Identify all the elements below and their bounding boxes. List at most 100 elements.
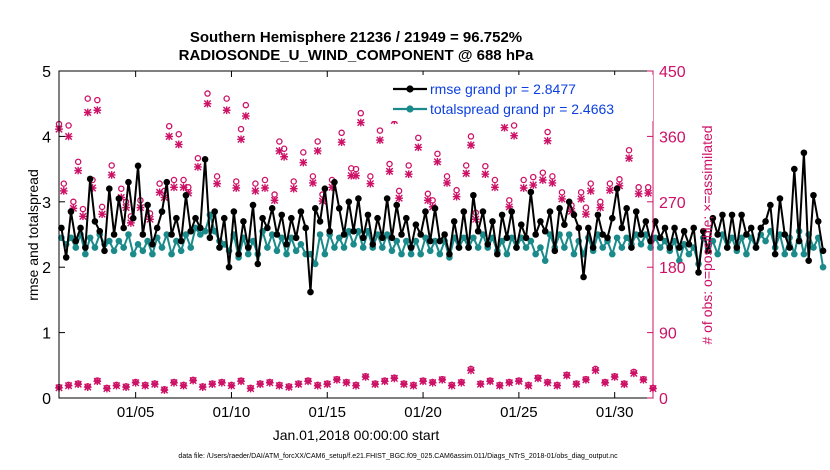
obs-possible-point (309, 173, 317, 180)
spread-point (498, 237, 506, 245)
spread-point (264, 244, 271, 251)
spread-point (728, 234, 736, 242)
obs-assimilated-point (505, 203, 514, 211)
spread-point (541, 257, 549, 264)
rmse-point (388, 234, 396, 242)
spread-point (177, 247, 185, 255)
spread-point (244, 250, 252, 258)
rmse-point (139, 231, 147, 238)
rmse-point (561, 221, 568, 228)
rmse-point (757, 224, 765, 232)
rmse-point (67, 208, 75, 215)
rmse-point (513, 244, 520, 251)
spread-point (398, 250, 405, 258)
obs-assimilated-point (610, 373, 619, 381)
obs-assimilated-point (491, 183, 499, 192)
obs-assimilated-point (476, 380, 485, 389)
rmse-point (680, 227, 688, 235)
obs-assimilated-point (256, 380, 265, 389)
obs-possible-point (357, 109, 365, 117)
x-tick-label: 01/05 (117, 404, 155, 421)
rmse-point (264, 224, 271, 232)
rmse-point (225, 263, 233, 271)
rmse-point (201, 155, 209, 163)
obs-assimilated-point (232, 184, 241, 192)
spread-point (359, 244, 367, 251)
obs-assimilated-point (179, 381, 188, 390)
rmse-point (168, 231, 175, 238)
rmse-point (134, 162, 142, 170)
spread-point (556, 231, 563, 238)
spread-point (417, 250, 424, 258)
rmse-point (446, 250, 453, 258)
spread-point (182, 231, 190, 238)
spread-point (436, 250, 444, 258)
obs-assimilated-point (294, 380, 303, 389)
spread-point (379, 244, 386, 251)
spread-point (311, 260, 319, 268)
rmse-point (288, 214, 295, 222)
obs-assimilated-point (352, 381, 360, 390)
obs-assimilated-point (371, 380, 380, 389)
spread-point (129, 250, 137, 258)
obs-assimilated-point (586, 187, 595, 195)
rmse-point (589, 244, 597, 251)
rmse-point (431, 205, 439, 212)
chart-subtitle: RADIOSONDE_U_WIND_COMPONENT @ 688 hPa (179, 47, 534, 64)
obs-assimilated-point (237, 377, 245, 386)
obs-assimilated-point (385, 167, 394, 176)
obs-possible-point (367, 173, 374, 180)
obs-assimilated-point (591, 366, 600, 375)
obs-assimilated-point (165, 132, 174, 141)
rmse-point (618, 224, 626, 232)
spread-point (115, 237, 123, 245)
spread-point (187, 244, 195, 251)
rmse-point (192, 214, 199, 222)
obs-assimilated-point (467, 366, 475, 375)
rmse-point (685, 241, 693, 248)
obs-assimilated-point (380, 377, 389, 386)
rmse-point (527, 188, 535, 196)
obs-assimilated-point (467, 141, 475, 149)
obs-assimilated-point (332, 375, 341, 384)
obs-possible-point (98, 203, 106, 211)
obs-assimilated-point (189, 376, 197, 385)
obs-assimilated-point (213, 179, 221, 188)
y-right-tick-label: 360 (659, 129, 686, 146)
obs-possible-point (510, 122, 518, 129)
rmse-point (738, 211, 745, 219)
spread-point (273, 247, 281, 255)
rmse-point (350, 227, 357, 235)
rmse-point (278, 211, 286, 219)
obs-possible-point (549, 173, 556, 180)
obs-assimilated-point (289, 184, 298, 193)
spread-point (402, 237, 410, 245)
obs-assimilated-point (160, 386, 169, 394)
obs-assimilated-point (452, 192, 461, 201)
obs-assimilated-point (534, 374, 542, 383)
obs-assimilated-point (529, 181, 538, 189)
spread-point (637, 241, 645, 248)
obs-assimilated-point (93, 106, 102, 115)
obs-possible-point (635, 184, 642, 191)
obs-possible-point (558, 189, 566, 196)
rmse-point (498, 211, 506, 219)
spread-point (623, 234, 630, 242)
rmse-point (470, 191, 477, 199)
obs-possible-point (74, 158, 82, 166)
obs-assimilated-point (59, 187, 68, 195)
rmse-point (695, 269, 702, 276)
obs-possible-point (65, 122, 72, 129)
rmse-point (575, 224, 583, 232)
rmse-point (182, 191, 190, 199)
rmse-point (608, 214, 616, 222)
rmse-point (810, 191, 817, 199)
spread-point (656, 244, 664, 251)
rmse-point (77, 224, 84, 232)
obs-assimilated-point (323, 380, 332, 389)
rmse-point (297, 208, 305, 215)
rmse-point (484, 241, 492, 248)
obs-possible-point (506, 197, 513, 204)
spread-point (460, 234, 468, 242)
spread-point (105, 237, 113, 245)
